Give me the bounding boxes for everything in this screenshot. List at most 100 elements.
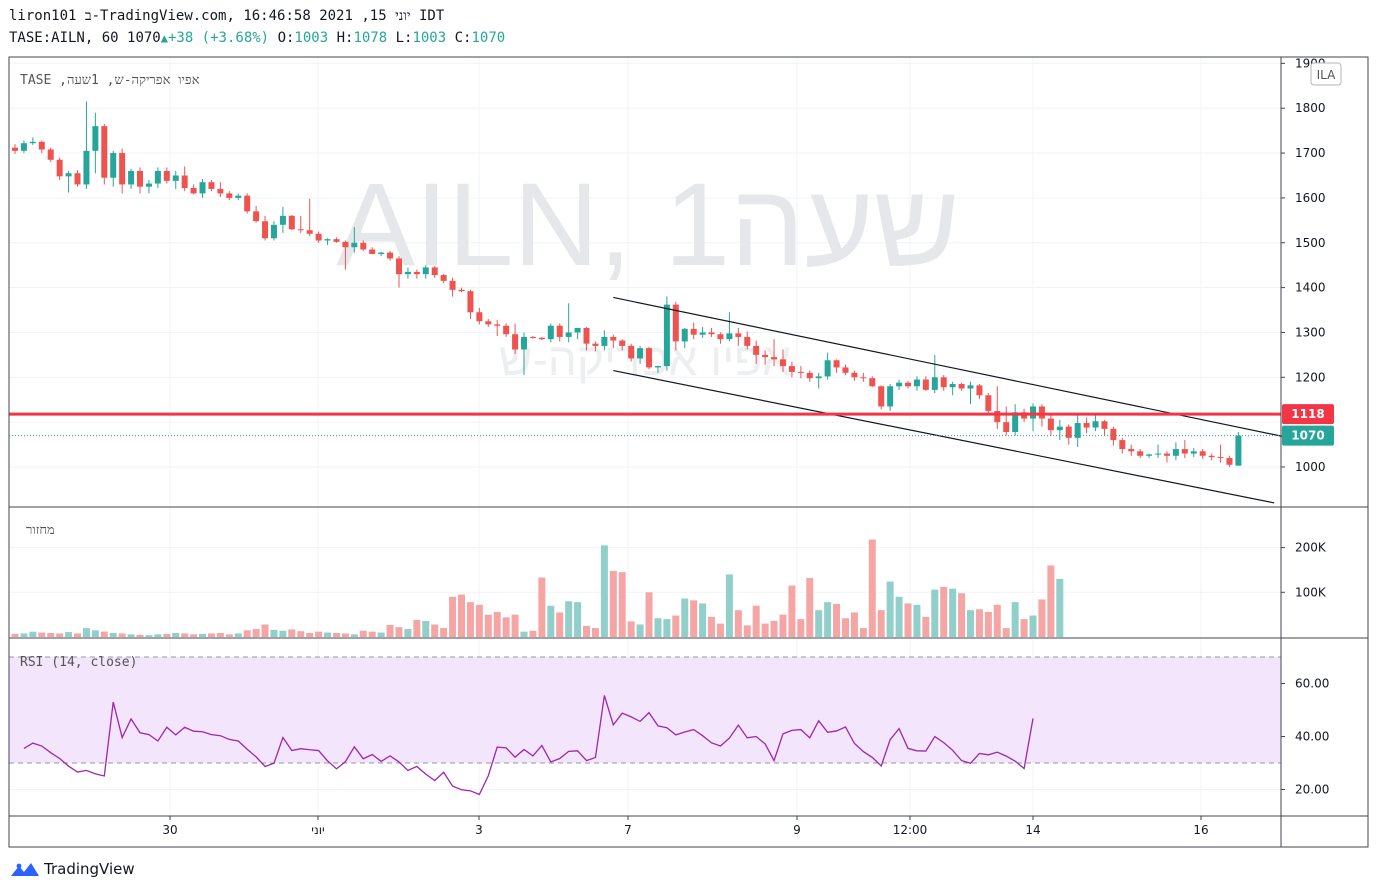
candle-body [404, 271, 411, 275]
volume-bar [1038, 599, 1046, 637]
candle-body [422, 267, 429, 275]
candle-body [717, 334, 724, 340]
volume-bar [886, 581, 894, 637]
axes: 100012001300140015001600170018001900100K… [162, 56, 1329, 837]
candle-body [1003, 422, 1010, 433]
chart-header-line1: liron101 ב-TradingView.com, יוני 15, 202… [9, 8, 444, 25]
time-tick-label: 12:00 [893, 823, 928, 837]
candle-body [538, 337, 545, 340]
rsi-line [23, 695, 1034, 796]
header-last: 1070 [127, 30, 161, 46]
volume-bar [958, 593, 966, 637]
volume-bar [422, 620, 430, 637]
candle-body [235, 195, 242, 198]
volume-bar [127, 634, 135, 637]
candle-body [190, 188, 197, 194]
header-c-value: 1070 [471, 30, 506, 46]
candle-body [690, 328, 697, 335]
candle-body [556, 325, 563, 337]
candle-body [824, 360, 831, 377]
volume-bar [600, 545, 608, 637]
header-source: liron101 ב-TradingView.com, יוני 15, 202… [9, 8, 445, 24]
volume-bar [216, 632, 224, 637]
candle-body [1208, 455, 1215, 458]
volume-bar [663, 619, 671, 637]
candle-body [994, 410, 1001, 423]
tradingview-brand[interactable]: TradingView [10, 860, 135, 878]
candle-body [806, 372, 813, 379]
volume-bar [324, 632, 332, 637]
candle-body [1217, 457, 1224, 459]
volume-bar [297, 631, 305, 637]
volume-bar [82, 628, 90, 637]
candle-body [1038, 406, 1045, 419]
candle-body [708, 332, 715, 335]
candle-body [699, 332, 706, 335]
volume-bar [591, 628, 599, 637]
candle-body [306, 230, 313, 234]
volume-bar [654, 618, 662, 637]
volume-bar [163, 633, 171, 637]
volume-bar [815, 610, 823, 637]
volume-bar [136, 634, 144, 637]
candle-body [842, 367, 849, 373]
volume-bar [556, 612, 564, 637]
volume-bar [1047, 565, 1055, 637]
volume-bar [118, 633, 126, 637]
candle-body [288, 215, 295, 230]
volume-bar [475, 604, 483, 637]
chart-header-line2: TASE:AILN, 60 1070▲+38 (+3.68%) O:1003 H… [9, 30, 505, 46]
candle-body [985, 395, 992, 411]
volume-bar [458, 594, 465, 637]
currency-badge[interactable]: ILA [1310, 62, 1342, 86]
candle-body [297, 229, 304, 231]
rsi-band-fill [9, 657, 1281, 763]
candle-body [1226, 458, 1233, 465]
candle-body [753, 345, 760, 355]
header-c-label: C: [454, 30, 472, 46]
volume-bar [466, 602, 474, 637]
volume-bar [65, 632, 73, 637]
volume-bar [91, 630, 99, 637]
candle-body [512, 334, 519, 350]
volume-bar [29, 631, 37, 637]
candle-body [20, 143, 27, 151]
candle-body [65, 173, 72, 177]
candle-body [92, 126, 99, 151]
candle-body [1199, 451, 1206, 456]
volume-bar [699, 603, 707, 637]
price-tick-label: 1200 [1295, 370, 1326, 384]
candle-body [681, 328, 688, 342]
volume-bar [1002, 628, 1010, 637]
volume-bar [841, 618, 849, 637]
candle-body [601, 336, 608, 346]
volume-bar [547, 605, 555, 637]
candle-body [976, 385, 983, 396]
volume-bar [716, 623, 724, 637]
up-triangle-icon: ▲ [160, 31, 168, 45]
brand-label: TradingView [44, 860, 135, 878]
price-tags: 1118 1070 [1282, 404, 1334, 446]
candle-body [208, 182, 215, 189]
volume-bar [341, 633, 349, 637]
candle-body [1190, 451, 1197, 454]
volume-bar [609, 570, 617, 637]
candle-body [583, 327, 590, 344]
volume-bar [520, 631, 528, 637]
currency-badge-label: ILA [1317, 68, 1337, 82]
header-h-label: H: [336, 30, 354, 46]
candle-body [663, 304, 670, 367]
volume-bar [493, 611, 501, 637]
candle-body [967, 385, 974, 389]
candle-body [1163, 453, 1170, 456]
volume-bar [993, 604, 1001, 637]
volume-bar [761, 623, 769, 637]
time-tick-label: 30 [162, 823, 177, 837]
candle-body [860, 377, 867, 379]
candle-body [931, 377, 938, 390]
candle-body [672, 304, 679, 342]
main-pane-label: TASE ,אפיו אפריקה-ש, 1שעה [20, 73, 200, 88]
volume-bar [636, 624, 644, 637]
candle-body [869, 378, 876, 387]
